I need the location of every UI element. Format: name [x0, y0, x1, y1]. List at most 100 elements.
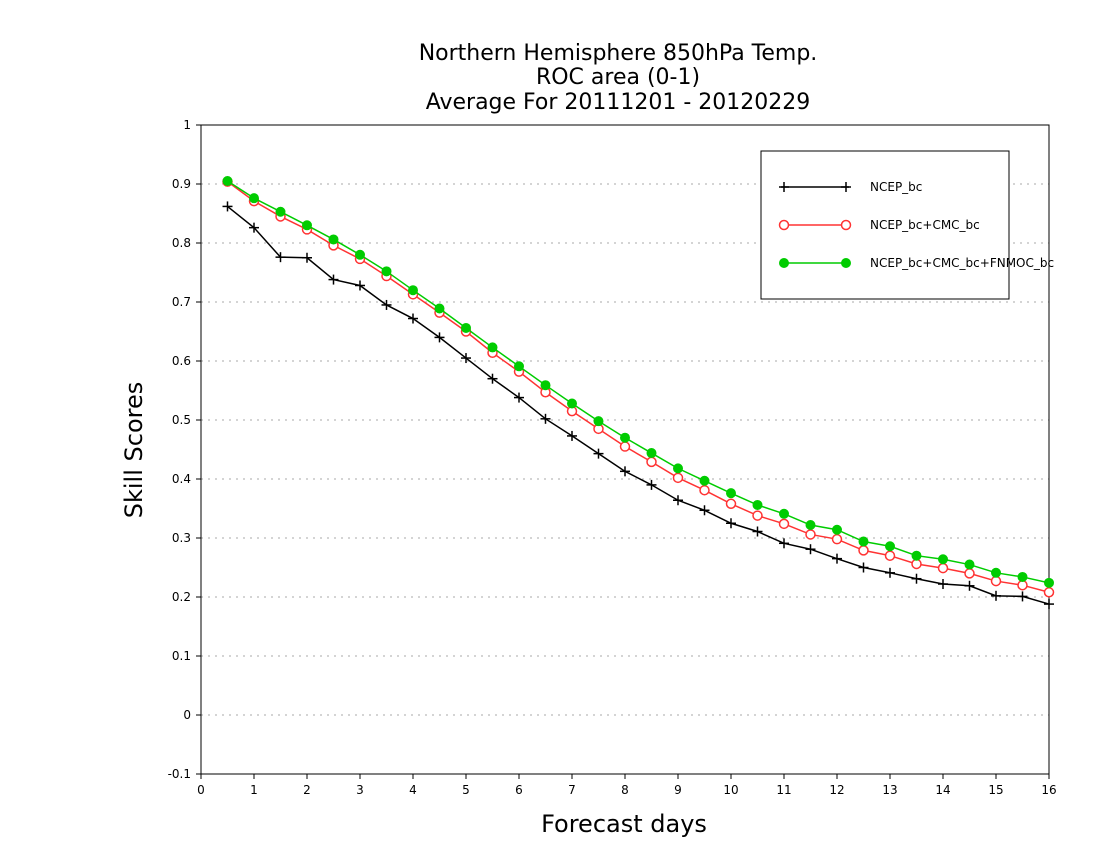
y-tick-label: 0.1	[172, 649, 191, 663]
series-layer	[222, 176, 1055, 610]
x-axis-label: Forecast days	[541, 810, 707, 838]
x-tick-label: 16	[1041, 783, 1056, 797]
data-point	[461, 322, 471, 333]
data-point	[302, 220, 312, 231]
series-ncep-bc	[222, 201, 1054, 610]
series-line	[227, 205, 1050, 605]
data-point	[805, 520, 816, 531]
x-axis: 0 1 2 3 4 5 6 7 8 9 10 11 12 13 14 15 16	[197, 774, 1057, 797]
legend-label: NCEP_bc+CMC_bc	[870, 218, 980, 232]
data-point	[275, 206, 286, 217]
y-tick-label: 0.8	[172, 236, 191, 250]
x-tick-label: 0	[197, 783, 205, 797]
data-point	[1044, 577, 1054, 588]
data-point	[593, 416, 604, 427]
x-tick-label: 12	[829, 783, 844, 797]
data-point	[779, 258, 789, 268]
data-point	[408, 285, 418, 296]
data-point	[779, 508, 789, 519]
y-axis-label: Skill Scores	[120, 382, 148, 519]
data-point	[778, 219, 790, 231]
data-point	[567, 398, 577, 409]
data-point	[222, 176, 233, 187]
chart-title-line-3: Average For 20111201 - 20120229	[426, 90, 811, 115]
data-point	[673, 463, 683, 474]
data-point	[381, 266, 392, 277]
data-point	[884, 550, 896, 561]
data-point	[840, 219, 852, 231]
data-point	[911, 550, 922, 561]
y-tick-label: 0.4	[172, 472, 191, 486]
data-point	[725, 498, 737, 510]
data-point	[841, 258, 851, 268]
x-tick-label: 6	[515, 783, 523, 797]
x-tick-label: 14	[935, 783, 950, 797]
data-point	[805, 529, 816, 540]
data-point	[964, 568, 975, 579]
data-point	[752, 510, 763, 521]
data-point	[858, 536, 869, 547]
legend-label: NCEP_bc	[870, 180, 922, 194]
data-point	[991, 567, 1001, 578]
data-point	[778, 518, 790, 530]
y-axis: -0.1 0 0.1 0.2 0.3 0.4 0.5 0.6 0.7 0.8 0.9 1	[168, 118, 201, 781]
data-point	[937, 562, 949, 574]
legend-item: NCEP_bc	[779, 180, 922, 194]
y-tick-label: 0.6	[172, 354, 191, 368]
y-tick-label: 0.2	[172, 590, 191, 604]
x-tick-label: 9	[674, 783, 682, 797]
x-tick-label: 13	[882, 783, 897, 797]
data-point	[646, 448, 657, 459]
data-point	[911, 558, 922, 570]
data-point	[672, 472, 684, 484]
data-point	[885, 541, 895, 552]
x-tick-label: 4	[409, 783, 417, 797]
gridlines	[201, 183, 1049, 716]
data-point	[434, 303, 445, 314]
chart-title-line-1: Northern Hemisphere 850hPa Temp.	[419, 41, 818, 66]
data-point	[699, 475, 710, 486]
chart-title-line-2: ROC area (0-1)	[536, 65, 700, 90]
data-point	[646, 456, 657, 468]
data-point	[832, 524, 842, 535]
y-tick-label: 1	[183, 118, 191, 132]
data-point	[990, 575, 1002, 587]
data-point	[726, 488, 736, 499]
series-ncep-bc-cmc-bc-fnmoc-bc	[222, 176, 1054, 588]
x-tick-label: 10	[723, 783, 738, 797]
data-point	[964, 559, 975, 570]
x-tick-label: 15	[988, 783, 1003, 797]
data-point	[540, 380, 551, 391]
data-point	[1017, 579, 1028, 591]
data-point	[514, 361, 524, 372]
x-tick-label: 1	[250, 783, 258, 797]
x-tick-label: 8	[621, 783, 629, 797]
x-tick-label: 5	[462, 783, 470, 797]
data-point	[355, 249, 365, 260]
data-point	[699, 484, 710, 496]
y-tick-label: 0.9	[172, 177, 191, 191]
y-tick-label: -0.1	[168, 767, 191, 781]
data-point	[487, 342, 498, 353]
x-tick-label: 11	[776, 783, 791, 797]
data-point	[328, 234, 339, 245]
x-tick-label: 2	[303, 783, 311, 797]
data-point	[938, 554, 948, 565]
y-tick-label: 0.3	[172, 531, 191, 545]
data-point	[1017, 571, 1028, 582]
data-point	[619, 441, 631, 452]
data-point	[858, 545, 869, 556]
y-tick-label: 0.5	[172, 413, 191, 427]
data-point	[620, 432, 630, 443]
y-tick-label: 0	[183, 708, 191, 722]
legend: NCEP_bc NCEP_bc+CMC_bc NCEP_bc+CMC_bc+FNMO…	[760, 150, 1054, 300]
legend-label: NCEP_bc+CMC_bc+FNMOC_bc	[870, 256, 1054, 270]
x-tick-label: 3	[356, 783, 364, 797]
x-tick-label: 7	[568, 783, 576, 797]
data-point	[752, 499, 763, 510]
data-point	[249, 193, 259, 204]
data-point	[831, 533, 843, 545]
legend-item: NCEP_bc+CMC_bc+FNMOC_bc	[779, 256, 1054, 270]
legend-item: NCEP_bc+CMC_bc	[778, 218, 980, 232]
